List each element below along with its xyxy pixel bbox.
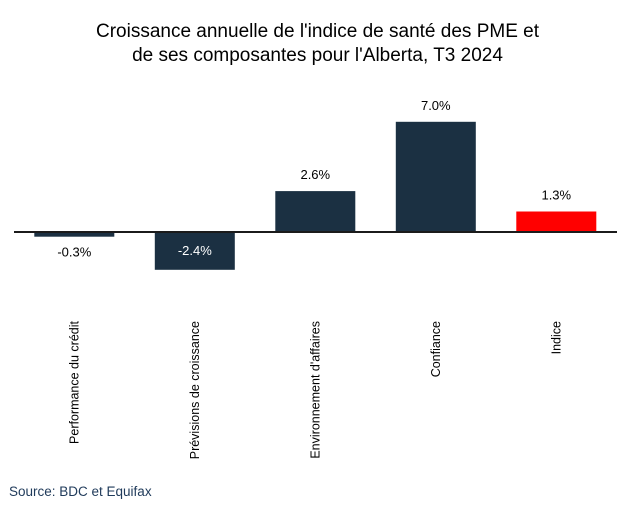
chart-title: Croissance annuelle de l'indice de santé… — [0, 20, 635, 68]
bar-2 — [275, 191, 356, 233]
bar-3 — [395, 121, 476, 233]
chart-title-line-2: de ses composantes pour l'Alberta, T3 20… — [132, 45, 503, 66]
source-note: Source: BDC et Equifax — [9, 484, 152, 499]
bar-1 — [154, 232, 235, 270]
category-label-2: Environnement d'affaires — [308, 321, 322, 459]
value-labels-layer: -0.3% -2.4% 2.6% 7.0% 1.3% — [57, 98, 571, 260]
value-label-1: -2.4% — [178, 243, 212, 258]
value-label-2: 2.6% — [300, 167, 330, 182]
value-label-4: 1.3% — [541, 188, 571, 203]
category-label-4: Indice — [549, 321, 563, 354]
category-label-1: Prévisions de croissance — [188, 321, 202, 459]
value-label-3: 7.0% — [421, 98, 451, 113]
bar-4 — [516, 211, 597, 232]
chart-title-line-1: Croissance annuelle de l'indice de santé… — [95, 21, 539, 42]
bars-layer — [34, 121, 597, 270]
category-label-3: Confiance — [429, 321, 443, 377]
bar-chart: -0.3% -2.4% 2.6% 7.0% 1.3% Performance du cr… — [14, 98, 617, 459]
category-label-0: Performance du crédit — [67, 320, 81, 444]
bar-0 — [34, 232, 115, 237]
value-label-0: -0.3% — [57, 245, 91, 260]
category-labels-layer: Performance du crédit Prévisions de crois… — [67, 320, 563, 459]
